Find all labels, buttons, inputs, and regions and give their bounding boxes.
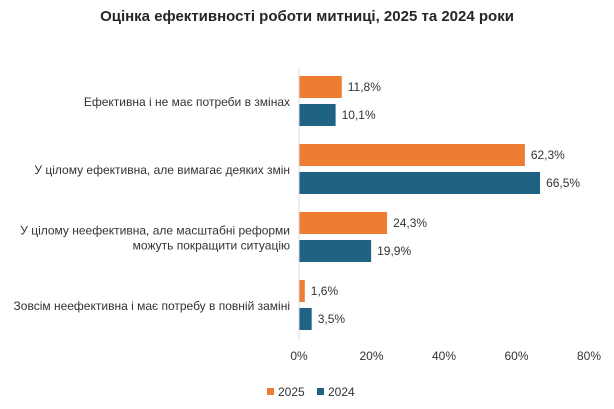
data-label-2024-3: 19,9% xyxy=(377,244,411,258)
bar-2024-1 xyxy=(299,104,336,126)
data-label-2025-2: 62,3% xyxy=(531,148,565,162)
x-tick-label: 40% xyxy=(432,349,456,363)
data-label-2025-1: 11,8% xyxy=(348,80,381,94)
bar-2024-2 xyxy=(299,172,541,194)
bar-2025-1 xyxy=(299,76,342,98)
data-label-2024-2: 66,5% xyxy=(546,176,580,190)
bars-group xyxy=(299,76,541,330)
chart-title: Оцінка ефективності роботи митниці, 2025… xyxy=(100,8,514,25)
data-label-2025-4: 1,6% xyxy=(311,284,339,298)
category-label: можуть покращити ситуацію xyxy=(133,239,290,253)
category-label: У цілому неефективна, але масштабні рефо… xyxy=(20,224,290,238)
legend-swatch-2025 xyxy=(267,388,274,395)
bar-2025-3 xyxy=(299,212,388,234)
legend-swatch-2024 xyxy=(317,388,324,395)
category-label: Ефективна і не має потреби в змінах xyxy=(84,95,290,109)
bar-2024-4 xyxy=(299,308,312,330)
x-tick-label: 60% xyxy=(504,349,528,363)
category-label: У цілому ефективна, але вимагає деяких з… xyxy=(34,163,290,177)
legend-label-2024: 2024 xyxy=(328,385,355,399)
category-labels-group: Ефективна і не має потреби в змінах У ціл… xyxy=(14,95,290,313)
x-axis: 0% 20% 40% 60% 80% xyxy=(290,68,601,363)
legend-label-2025: 2025 xyxy=(278,385,305,399)
bar-2025-2 xyxy=(299,144,525,166)
data-label-2024-4: 3,5% xyxy=(318,312,346,326)
x-tick-label: 80% xyxy=(577,349,601,363)
bar-2025-4 xyxy=(299,280,305,302)
data-label-2025-3: 24,3% xyxy=(393,216,427,230)
data-labels-group: 11,8% 10,1% 62,3% 66,5% 24,3% 19,9% 1,6% 3,5% xyxy=(311,80,581,326)
x-tick-label: 20% xyxy=(359,349,383,363)
x-tick-label: 0% xyxy=(290,349,308,363)
category-label: Зовсім неефективна і має потребу в повні… xyxy=(14,299,290,313)
bar-2024-3 xyxy=(299,240,372,262)
data-label-2024-1: 10,1% xyxy=(342,108,376,122)
legend: 2025 2024 xyxy=(267,385,355,399)
